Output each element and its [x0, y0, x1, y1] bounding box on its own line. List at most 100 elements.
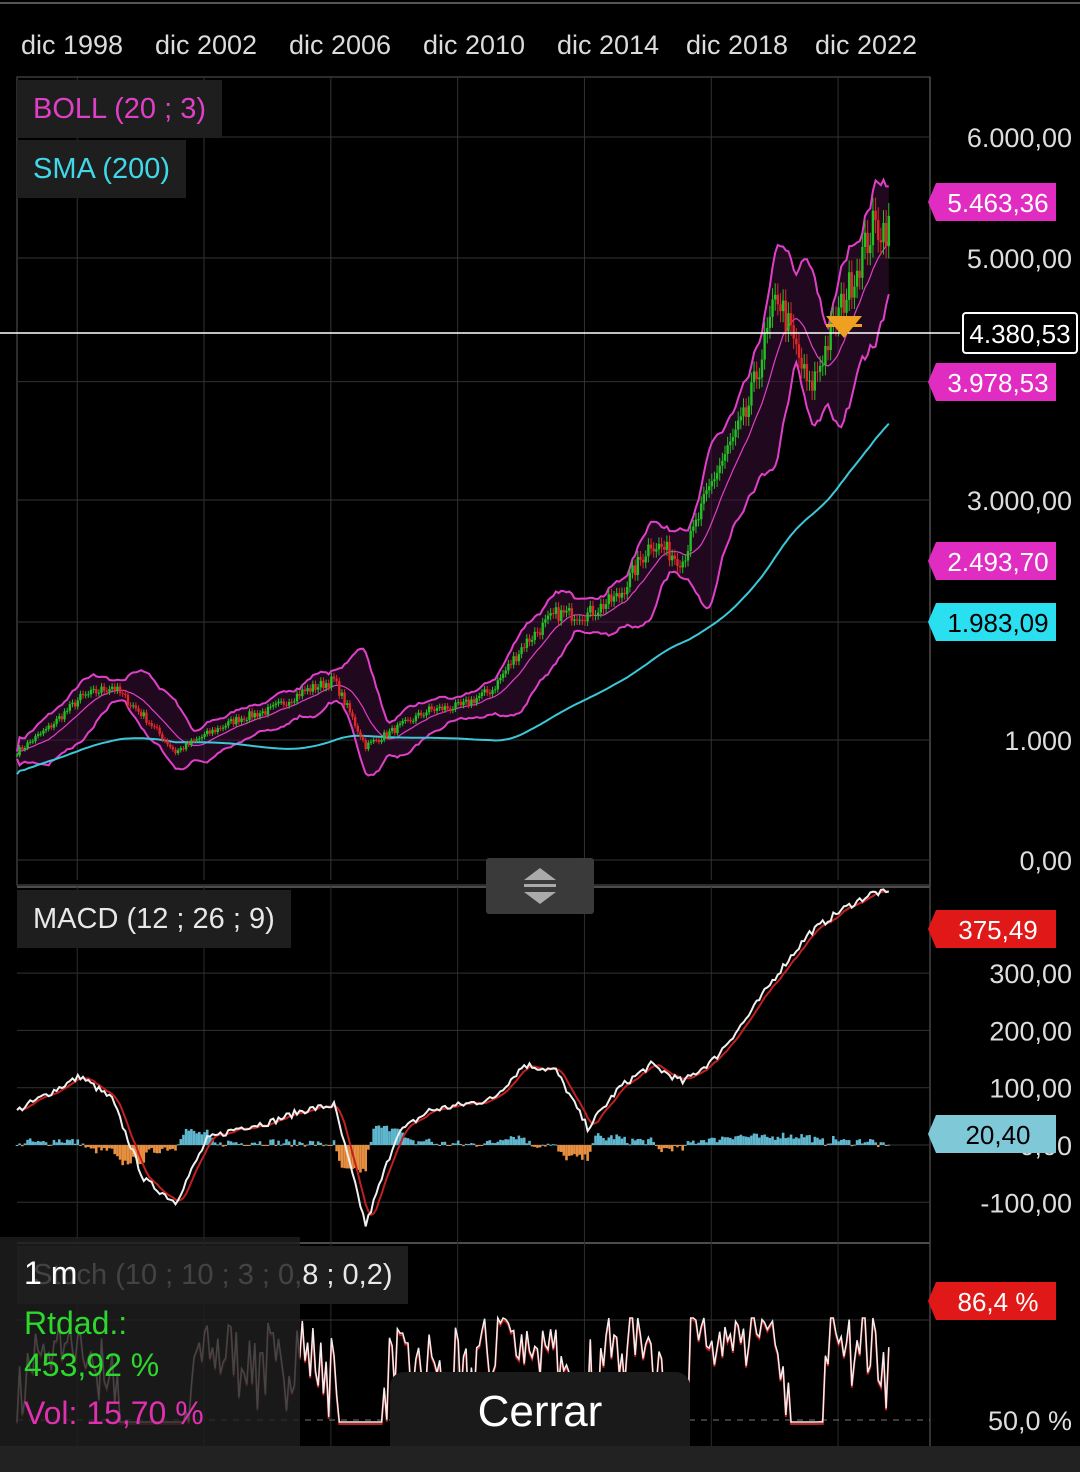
macd-histogram-bar	[39, 1141, 43, 1145]
macd-histogram-bar	[517, 1135, 521, 1145]
candle-body	[496, 680, 500, 690]
candle-body	[443, 706, 447, 710]
return-value: 453,92 %	[24, 1347, 160, 1383]
macd-histogram-bar	[575, 1145, 579, 1157]
macd-histogram-bar	[274, 1145, 278, 1146]
candle-body	[647, 544, 650, 557]
boll-legend[interactable]: BOLL (20 ; 3)	[17, 80, 223, 138]
candle-body	[71, 702, 74, 705]
candle-body	[248, 711, 251, 720]
candle-body	[618, 593, 621, 598]
macd-histogram-bar	[837, 1141, 840, 1145]
boll-upper-badge-bg	[928, 183, 1056, 221]
macd-histogram-bar	[728, 1137, 732, 1145]
candle-body	[393, 727, 396, 734]
macd-histogram-bar	[871, 1139, 875, 1145]
candle-body	[406, 719, 410, 721]
macd-histogram-bar	[586, 1145, 589, 1161]
macd-histogram-bar	[795, 1137, 798, 1145]
close-button[interactable]: Cerrar	[390, 1372, 690, 1452]
macd-legend[interactable]: MACD (12 ; 26 ; 9)	[17, 890, 291, 948]
macd-histogram-bar	[639, 1138, 642, 1145]
macd-histogram-bar	[279, 1144, 283, 1146]
macd-histogram-bar	[509, 1136, 513, 1145]
macd-histogram-bar	[441, 1141, 444, 1145]
macd-histogram-bar	[15, 1145, 19, 1146]
macd-histogram-bar	[702, 1140, 706, 1145]
candle-body	[359, 731, 362, 738]
candle-body	[800, 357, 803, 369]
macd-histogram-bar	[174, 1145, 177, 1151]
macd-histogram-bar	[182, 1134, 185, 1145]
macd-histogram-bar	[615, 1134, 618, 1145]
candle-body	[737, 420, 740, 430]
boll-lower-badge-bg	[928, 542, 1056, 580]
macd-histogram-bar	[448, 1145, 452, 1146]
macd-histogram-bar	[332, 1140, 336, 1145]
candle-body	[73, 702, 77, 707]
stoch-k-badge-bg	[928, 1282, 1056, 1320]
candle-body	[235, 717, 238, 725]
candle-body	[644, 556, 647, 563]
candle-body	[501, 673, 505, 678]
macd-histogram-bar	[792, 1138, 795, 1145]
macd-histogram-bar	[430, 1141, 434, 1145]
macd-histogram-bar	[670, 1145, 674, 1152]
candle-body	[18, 747, 21, 756]
candle-body	[842, 293, 846, 313]
return-label: Rtdad.:	[24, 1305, 128, 1341]
candle-body	[84, 694, 87, 696]
macd-histogram-bar	[726, 1137, 729, 1145]
candle-body	[607, 594, 610, 605]
macd-histogram-bar	[588, 1145, 592, 1152]
macd-histogram-bar	[565, 1145, 568, 1161]
candle-body	[702, 494, 706, 504]
macd-histogram-bar	[57, 1139, 61, 1145]
panel-resize-handle[interactable]	[486, 858, 594, 914]
macd-histogram-bar	[340, 1145, 344, 1168]
candle-body	[253, 713, 256, 718]
candle-body	[272, 704, 275, 707]
candle-body	[26, 742, 29, 748]
candle-body	[419, 712, 423, 716]
candle-body	[361, 737, 365, 741]
period-label[interactable]: 1 m	[24, 1255, 78, 1291]
macd-histogram-bar	[520, 1138, 523, 1145]
boll-middle-badge: 3.978,53	[947, 368, 1048, 398]
candle-body	[129, 705, 132, 707]
macd-histogram-bar	[31, 1141, 35, 1145]
macd-histogram-bar	[147, 1145, 151, 1150]
candle-body	[198, 738, 201, 740]
macd-histogram-bar	[697, 1142, 700, 1145]
macd-histogram-bar	[660, 1145, 663, 1153]
candle-body	[237, 717, 241, 722]
candle-body	[681, 561, 684, 568]
candle-body	[655, 549, 658, 552]
candle-body	[330, 676, 333, 688]
candle-body	[435, 707, 439, 711]
candle-body	[139, 711, 143, 717]
sma-legend[interactable]: SMA (200)	[17, 140, 186, 198]
macd-histogram-bar	[805, 1135, 809, 1145]
macd-histogram-bar	[644, 1144, 648, 1146]
macd-histogram-bar	[42, 1141, 45, 1145]
macd-histogram-bar	[23, 1143, 27, 1145]
candle-body	[520, 647, 523, 655]
macd-histogram-bar	[398, 1129, 402, 1145]
candle-body	[375, 739, 378, 741]
candle-body	[451, 709, 455, 711]
candle-body	[599, 603, 603, 613]
macd-histogram-bar	[129, 1145, 132, 1164]
macd-histogram-bar	[139, 1145, 143, 1164]
macd-histogram-bar	[623, 1136, 626, 1145]
candle-body	[475, 698, 478, 703]
macd-histogram-bar	[187, 1130, 191, 1145]
candle-body	[771, 299, 774, 317]
candle-body	[124, 693, 127, 695]
macd-histogram-bar	[470, 1143, 473, 1145]
candle-body	[573, 619, 576, 621]
candle-body	[541, 622, 544, 635]
candle-body	[803, 364, 806, 369]
macd-histogram-badge-bg	[928, 1115, 1056, 1153]
